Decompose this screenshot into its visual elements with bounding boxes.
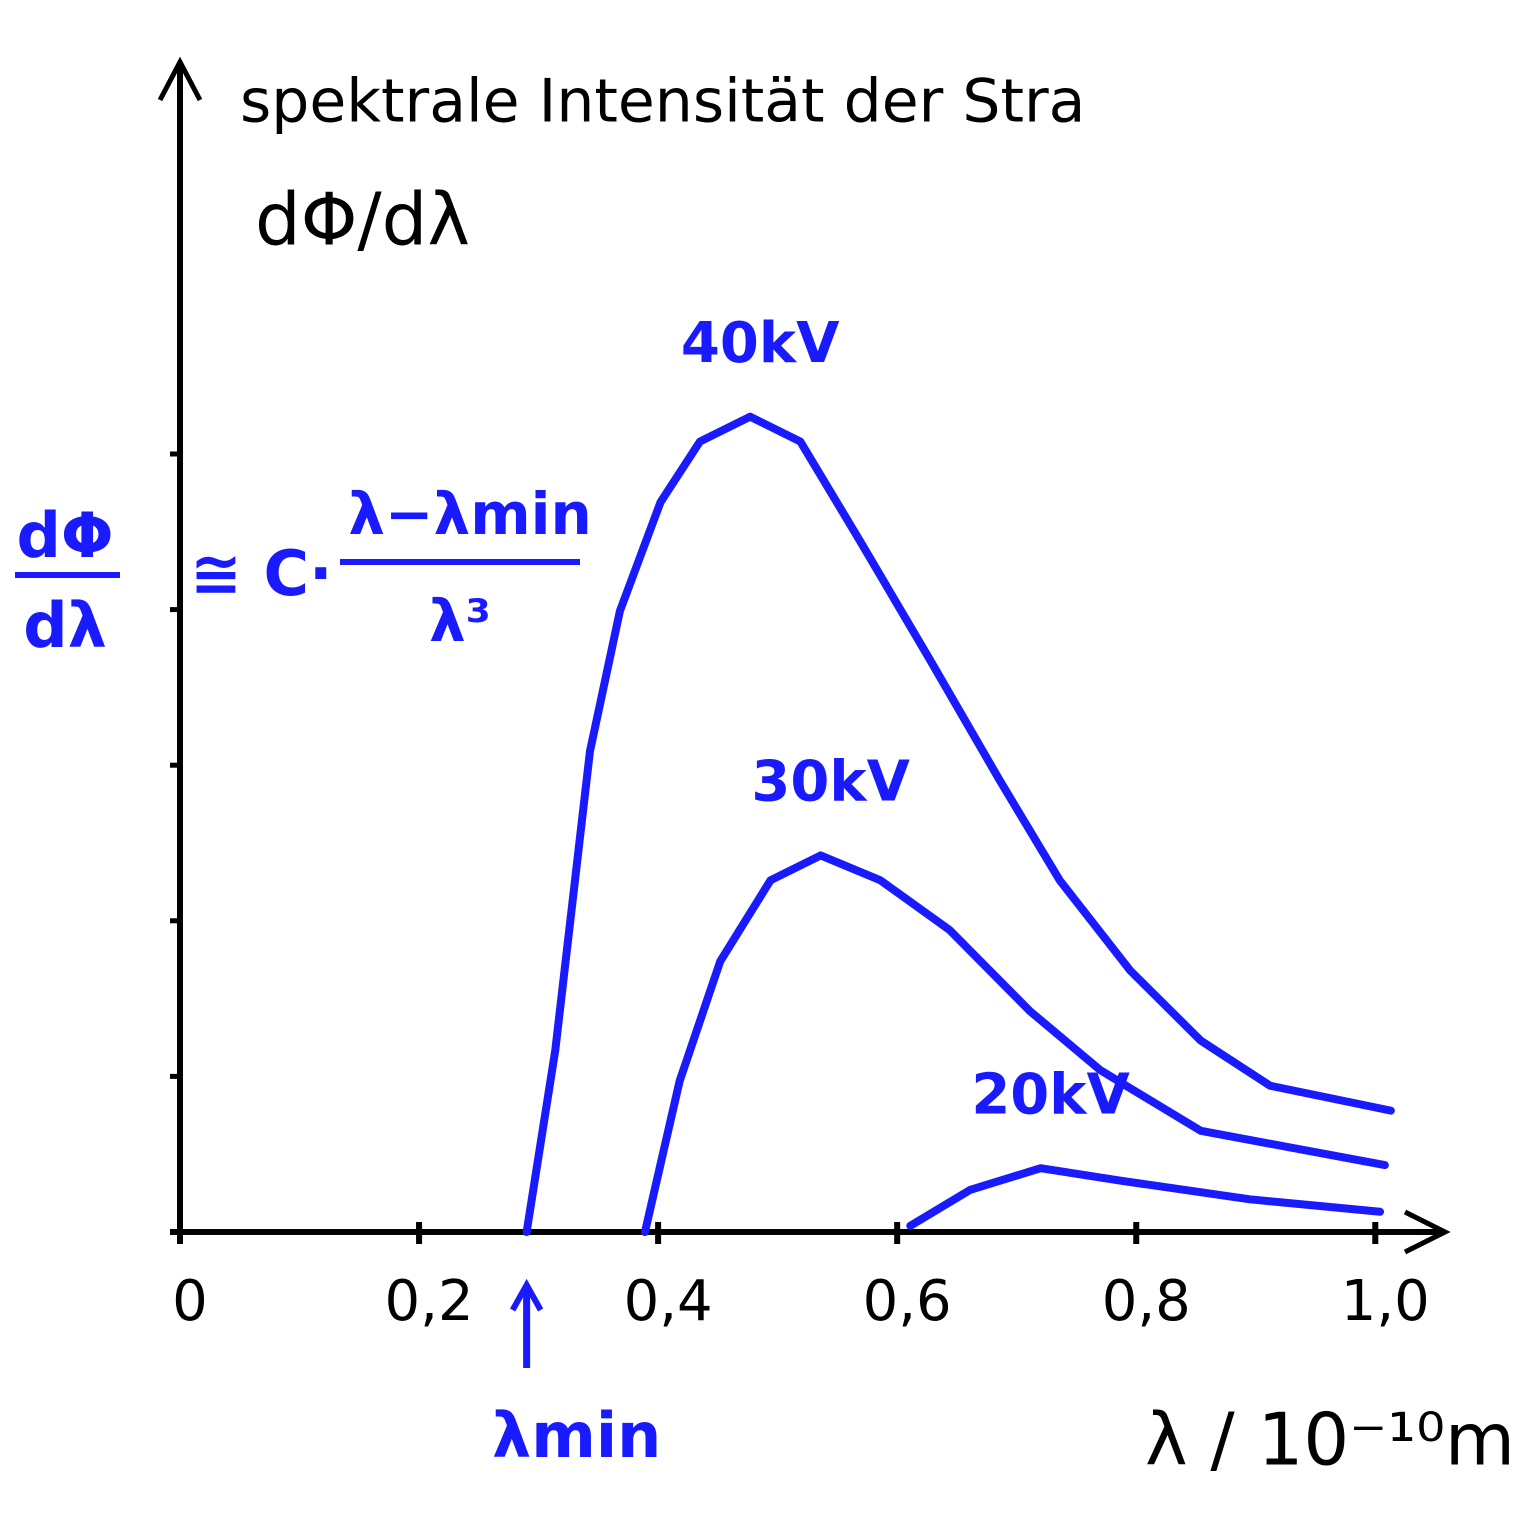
series-label: 40kV [681, 311, 840, 376]
formula-operator: ≅ C· [190, 537, 333, 610]
annotation-label: λmin [492, 1399, 661, 1472]
line [910, 1168, 1380, 1226]
x-tick-label: 0 [172, 1269, 208, 1334]
chart: spektrale Intensität der Stra dΦ/dλ dΦ d… [0, 0, 1540, 1522]
chart-title: spektrale Intensität der Stra [240, 67, 1085, 137]
x-tick-label: 1,0 [1341, 1269, 1430, 1334]
x-tick-label: 0,4 [624, 1269, 713, 1334]
formula-lhs-denominator: dλ [23, 589, 107, 662]
x-tick-label: 0,8 [1102, 1269, 1191, 1334]
line [527, 417, 1391, 1232]
formula-lhs-numerator: dΦ [16, 499, 113, 572]
formula-denominator: λ³ [429, 587, 491, 655]
chart-subtitle: dΦ/dλ [255, 178, 470, 262]
x-axis-label: λ / 10⁻¹⁰m [1145, 1398, 1515, 1482]
series-label: 30kV [751, 750, 910, 815]
formula: dΦ dλ ≅ C· λ−λmin λ³ [15, 480, 592, 662]
formula-numerator: λ−λmin [348, 480, 592, 548]
x-tick-label: 0,6 [863, 1269, 952, 1334]
x-tick-label: 0,2 [385, 1269, 474, 1334]
series-label: 20kV [971, 1062, 1130, 1127]
